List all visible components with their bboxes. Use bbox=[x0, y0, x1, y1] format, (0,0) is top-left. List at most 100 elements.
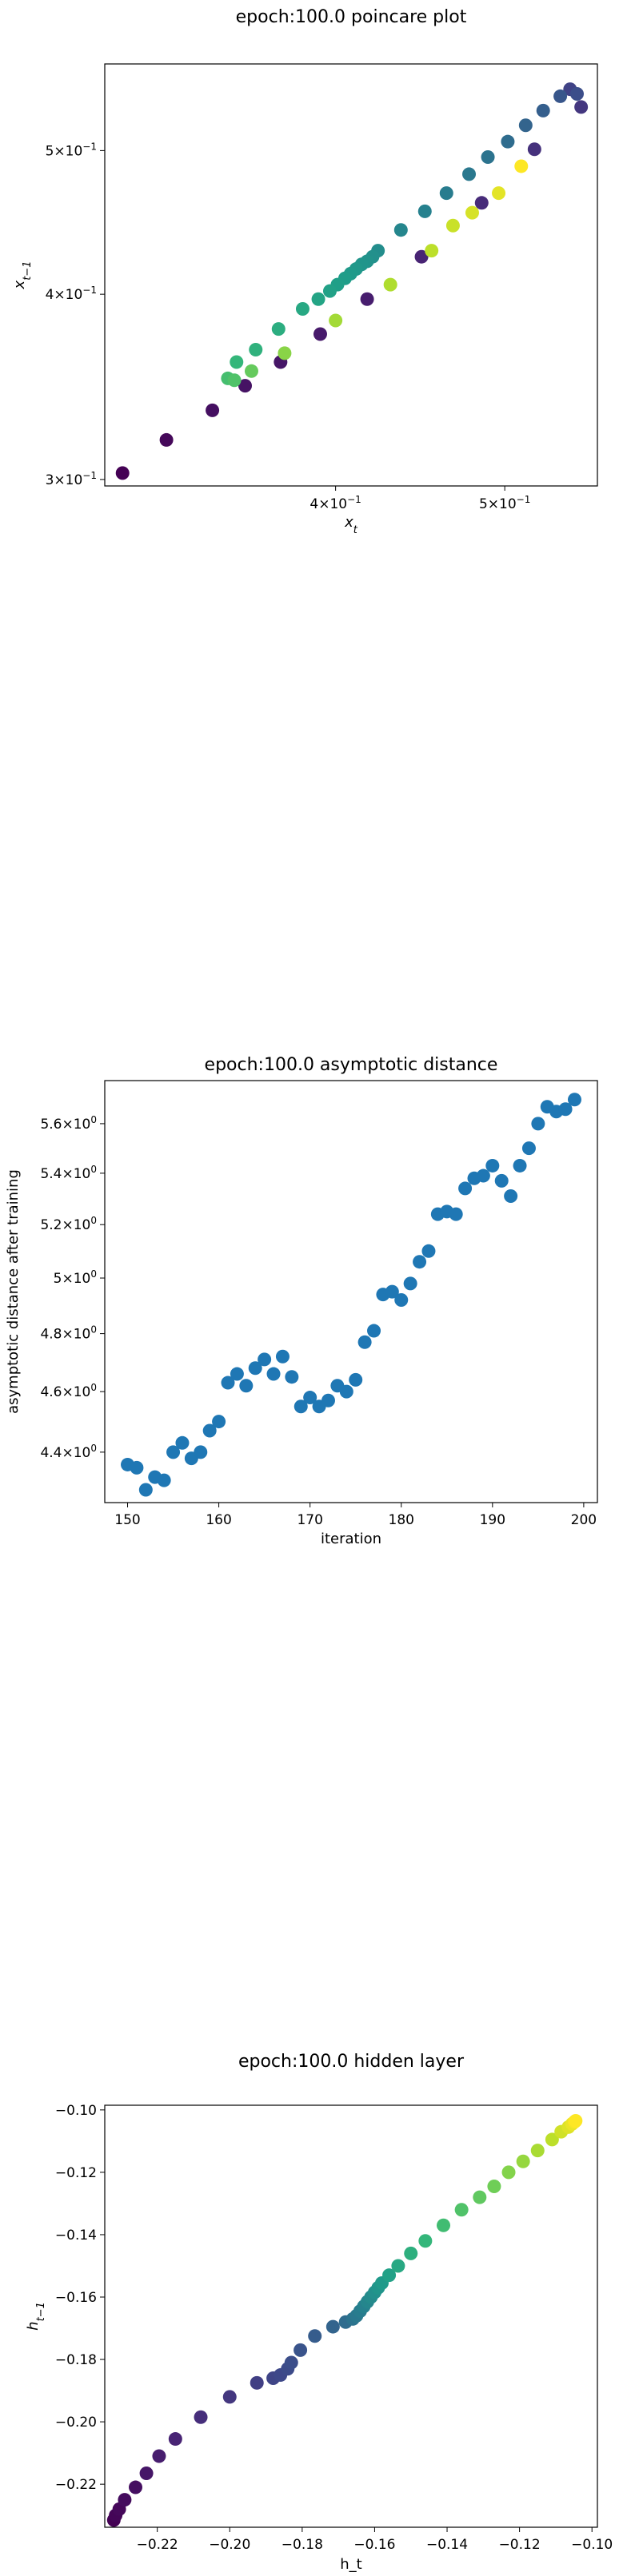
tick-label: 180 bbox=[389, 1512, 414, 1528]
data-point bbox=[545, 2132, 559, 2147]
data-point bbox=[349, 1372, 363, 1387]
y-axis-label: asymptotic distance after training bbox=[5, 1169, 22, 1414]
data-point bbox=[175, 1435, 190, 1450]
data-point bbox=[202, 1423, 217, 1438]
data-point bbox=[230, 1367, 244, 1381]
data-point bbox=[249, 343, 263, 357]
data-point bbox=[339, 1384, 353, 1399]
tick-label: 200 bbox=[571, 1512, 597, 1528]
tick-label: 4×10−1 bbox=[310, 494, 361, 512]
tick-label: −0.18 bbox=[282, 2537, 323, 2553]
y-axis: 3×10−1 4×10−1 5×10−1 bbox=[46, 141, 105, 488]
data-point bbox=[487, 2179, 501, 2193]
data-point bbox=[501, 134, 515, 149]
tick-label: −0.14 bbox=[55, 2228, 97, 2244]
data-point bbox=[357, 1335, 372, 1349]
data-point bbox=[222, 2390, 237, 2404]
data-point bbox=[516, 2154, 530, 2168]
data-point bbox=[238, 379, 252, 393]
x-axis: 4×10−1 5×10−1 bbox=[310, 486, 530, 512]
data-point bbox=[553, 89, 568, 103]
tick-label: 170 bbox=[297, 1512, 322, 1528]
tick-label: 190 bbox=[480, 1512, 505, 1528]
plot-frame bbox=[104, 63, 598, 487]
tick-label: 160 bbox=[206, 1512, 231, 1528]
tick-label: −0.14 bbox=[426, 2537, 468, 2553]
data-point bbox=[504, 1189, 518, 1204]
data-point bbox=[212, 1415, 226, 1429]
asymptotic-distance-plot: epoch:100.0 asymptotic distance 150 160 17… bbox=[5, 1055, 598, 1547]
data-point bbox=[115, 466, 130, 480]
tick-label: −0.20 bbox=[209, 2537, 250, 2553]
data-point bbox=[118, 2493, 132, 2507]
data-point bbox=[569, 2114, 583, 2128]
tick-label: 5.2×100 bbox=[40, 1215, 97, 1233]
data-point bbox=[294, 1399, 308, 1414]
plot-area bbox=[106, 2114, 583, 2527]
x-axis: −0.22 −0.20 −0.18 −0.16 −0.14 −0.12 −0.10 bbox=[137, 2527, 613, 2553]
data-point bbox=[439, 186, 453, 201]
data-point bbox=[558, 1102, 573, 1117]
data-point bbox=[391, 2259, 405, 2273]
x-axis-label: h_t bbox=[340, 2556, 361, 2573]
data-point bbox=[168, 2432, 182, 2447]
data-point bbox=[413, 1255, 427, 1269]
tick-label: −0.16 bbox=[353, 2537, 395, 2553]
data-point bbox=[414, 249, 429, 264]
tick-label: 4.6×100 bbox=[40, 1382, 97, 1400]
data-point bbox=[521, 1141, 536, 1156]
data-point bbox=[481, 149, 495, 164]
tick-label: 5×10−1 bbox=[46, 141, 97, 159]
x-axis: 150 160 170 180 190 200 bbox=[114, 1503, 597, 1528]
tick-label: 4×10−1 bbox=[46, 285, 97, 303]
data-point bbox=[308, 2329, 322, 2343]
data-point bbox=[383, 277, 397, 292]
data-point bbox=[275, 1349, 290, 1364]
data-point bbox=[494, 1173, 509, 1188]
data-point bbox=[248, 1361, 262, 1376]
y-axis: 4.4×100 4.6×100 4.8×100 5×100 5.2×100 5.4×100… bbox=[40, 1114, 105, 1461]
data-point bbox=[221, 1376, 235, 1390]
y-axis-label: xt−1 bbox=[11, 261, 34, 290]
data-point bbox=[454, 2203, 469, 2217]
tick-label: −0.18 bbox=[55, 2352, 97, 2368]
data-point bbox=[329, 313, 343, 328]
data-point bbox=[303, 1391, 317, 1405]
plot-frame bbox=[104, 2104, 598, 2528]
tick-label: 5×10−1 bbox=[479, 494, 530, 512]
tick-label: 5×100 bbox=[54, 1268, 97, 1287]
data-point bbox=[492, 186, 506, 201]
y-axis: −0.22 −0.20 −0.18 −0.16 −0.14 −0.12 −0.10 bbox=[55, 2103, 105, 2493]
data-point bbox=[244, 364, 258, 378]
data-point bbox=[206, 403, 220, 417]
data-point bbox=[321, 1393, 335, 1407]
tick-label: −0.12 bbox=[499, 2537, 541, 2553]
data-point bbox=[230, 355, 244, 369]
data-point bbox=[258, 1352, 272, 1367]
data-point bbox=[284, 2355, 298, 2370]
data-point bbox=[437, 2218, 450, 2232]
data-point bbox=[569, 86, 584, 101]
data-point bbox=[360, 292, 374, 306]
data-point bbox=[393, 223, 408, 237]
data-point bbox=[138, 1483, 153, 1497]
tick-label: 5.4×100 bbox=[40, 1164, 97, 1182]
tick-label: 4.4×100 bbox=[40, 1443, 97, 1461]
plot-area bbox=[115, 82, 589, 480]
data-point bbox=[227, 373, 242, 388]
data-point bbox=[159, 432, 174, 447]
data-point bbox=[385, 1284, 399, 1299]
chart-title: epoch:100.0 hidden layer bbox=[238, 2052, 465, 2072]
tick-label: −0.16 bbox=[55, 2290, 97, 2306]
tick-label: −0.20 bbox=[55, 2415, 97, 2431]
data-point bbox=[239, 1379, 254, 1393]
data-point bbox=[513, 1158, 527, 1173]
data-point bbox=[311, 292, 325, 306]
data-point bbox=[266, 1367, 281, 1381]
chart-title: epoch:100.0 asymptotic distance bbox=[205, 1055, 498, 1075]
data-point bbox=[458, 1181, 473, 1196]
data-point bbox=[325, 2319, 340, 2334]
data-point bbox=[295, 301, 310, 316]
data-point bbox=[473, 2190, 487, 2204]
data-point bbox=[157, 1473, 171, 1487]
